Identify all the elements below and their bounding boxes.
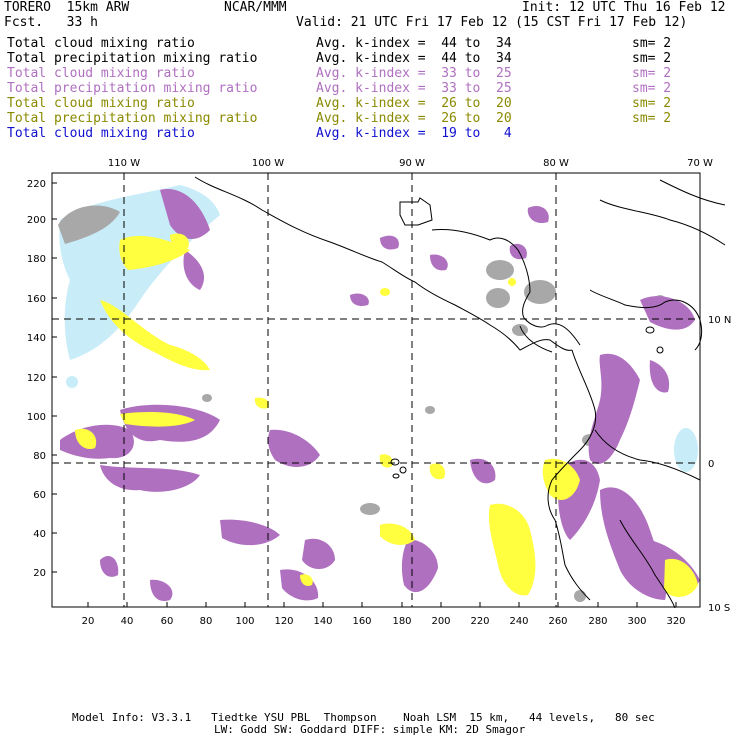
longitude-labels: 110 W 100 W 90 W 80 W 70 W: [108, 158, 713, 169]
valid-time: Valid: 21 UTC Fri 17 Feb 12 (15 CST Fri …: [296, 15, 688, 30]
x-tick-label: 40: [121, 616, 134, 627]
y-tick-label: 80: [33, 451, 46, 462]
legend-sm: sm= 2: [632, 96, 672, 111]
x-tick-label: 180: [392, 616, 411, 627]
forecast-hour: Fcst. 33 h: [4, 15, 98, 30]
yellow-cloud-areas: [75, 233, 698, 597]
legend-field: Total precipitation mixing ratio: [7, 51, 258, 66]
y-tick-label: 100: [27, 412, 46, 423]
y-tick-label: 40: [33, 529, 46, 540]
lon-label: 80 W: [543, 158, 569, 169]
x-tick-label: 80: [200, 616, 213, 627]
model-info: Model Info: V3.3.1 Tiedtke YSU PBL Thomp…: [72, 711, 655, 724]
lat-label: 10 N: [708, 315, 731, 326]
x-tick-label: 220: [470, 616, 489, 627]
coastlines: [194, 176, 726, 609]
legend-field: Total precipitation mixing ratio: [7, 81, 258, 96]
legend-kindex: Avg. k-index = 26 to 20: [316, 96, 512, 111]
lon-label: 90 W: [399, 158, 425, 169]
x-tick-label: 200: [431, 616, 450, 627]
x-tick-label: 280: [588, 616, 607, 627]
lon-label: 70 W: [687, 158, 713, 169]
y-tick-label: 20: [33, 568, 46, 579]
legend-field: Total cloud mixing ratio: [7, 126, 195, 141]
lon-label: 110 W: [108, 158, 140, 169]
legend-kindex: Avg. k-index = 44 to 34: [316, 36, 512, 51]
y-tick-label: 120: [27, 373, 46, 384]
map-frame: [51, 172, 701, 608]
graticule: [52, 173, 700, 607]
x-tick-label: 20: [82, 616, 95, 627]
legend-kindex: Avg. k-index = 26 to 20: [316, 111, 512, 126]
lon-label: 100 W: [252, 158, 284, 169]
legend-kindex: Avg. k-index = 44 to 34: [316, 51, 512, 66]
physics-info: LW: Godd SW: Goddard DIFF: simple KM: 2D…: [214, 723, 526, 736]
x-tick-label: 260: [548, 616, 567, 627]
lat-label: 0: [708, 459, 714, 470]
y-tick-label: 60: [33, 490, 46, 501]
legend-sm: sm= 2: [632, 51, 672, 66]
y-grid-labels: 220 200 180 160 140 120 100 80 60 40 20: [27, 179, 46, 579]
legend-field: Total cloud mixing ratio: [7, 66, 195, 81]
legend-sm: sm= 2: [632, 66, 672, 81]
center-name: NCAR/MMM: [224, 0, 287, 15]
lat-label: 10 S: [708, 603, 730, 614]
y-tick-label: 200: [27, 215, 46, 226]
x-tick-label: 60: [161, 616, 174, 627]
y-tick-label: 220: [27, 179, 46, 190]
x-tick-label: 100: [235, 616, 254, 627]
x-grid-labels: 20 40 60 80 100 120 140 160 180 200 220 …: [82, 616, 686, 627]
x-tick-label: 320: [666, 616, 685, 627]
y-tick-label: 160: [27, 294, 46, 305]
legend-field: Total cloud mixing ratio: [7, 96, 195, 111]
x-tick-label: 140: [313, 616, 332, 627]
x-tick-label: 300: [627, 616, 646, 627]
init-time: Init: 12 UTC Thu 16 Feb 12: [522, 0, 726, 15]
x-tick-label: 240: [509, 616, 528, 627]
x-tick-label: 160: [352, 616, 371, 627]
y-tick-label: 140: [27, 333, 46, 344]
axis-ticks: [52, 182, 677, 607]
legend-kindex: Avg. k-index = 19 to 4: [316, 126, 512, 141]
legend-field: Total precipitation mixing ratio: [7, 111, 258, 126]
legend-sm: sm= 2: [632, 111, 672, 126]
x-tick-label: 120: [274, 616, 293, 627]
latitude-labels: 10 N 0 10 S: [708, 315, 731, 614]
legend-sm: sm= 2: [632, 81, 672, 96]
legend-kindex: Avg. k-index = 33 to 25: [316, 81, 512, 96]
legend-sm: sm= 2: [632, 36, 672, 51]
legend-field: Total cloud mixing ratio: [7, 36, 195, 51]
y-tick-label: 180: [27, 254, 46, 265]
legend-kindex: Avg. k-index = 33 to 25: [316, 66, 512, 81]
run-name: TORERO 15km ARW: [4, 0, 130, 15]
